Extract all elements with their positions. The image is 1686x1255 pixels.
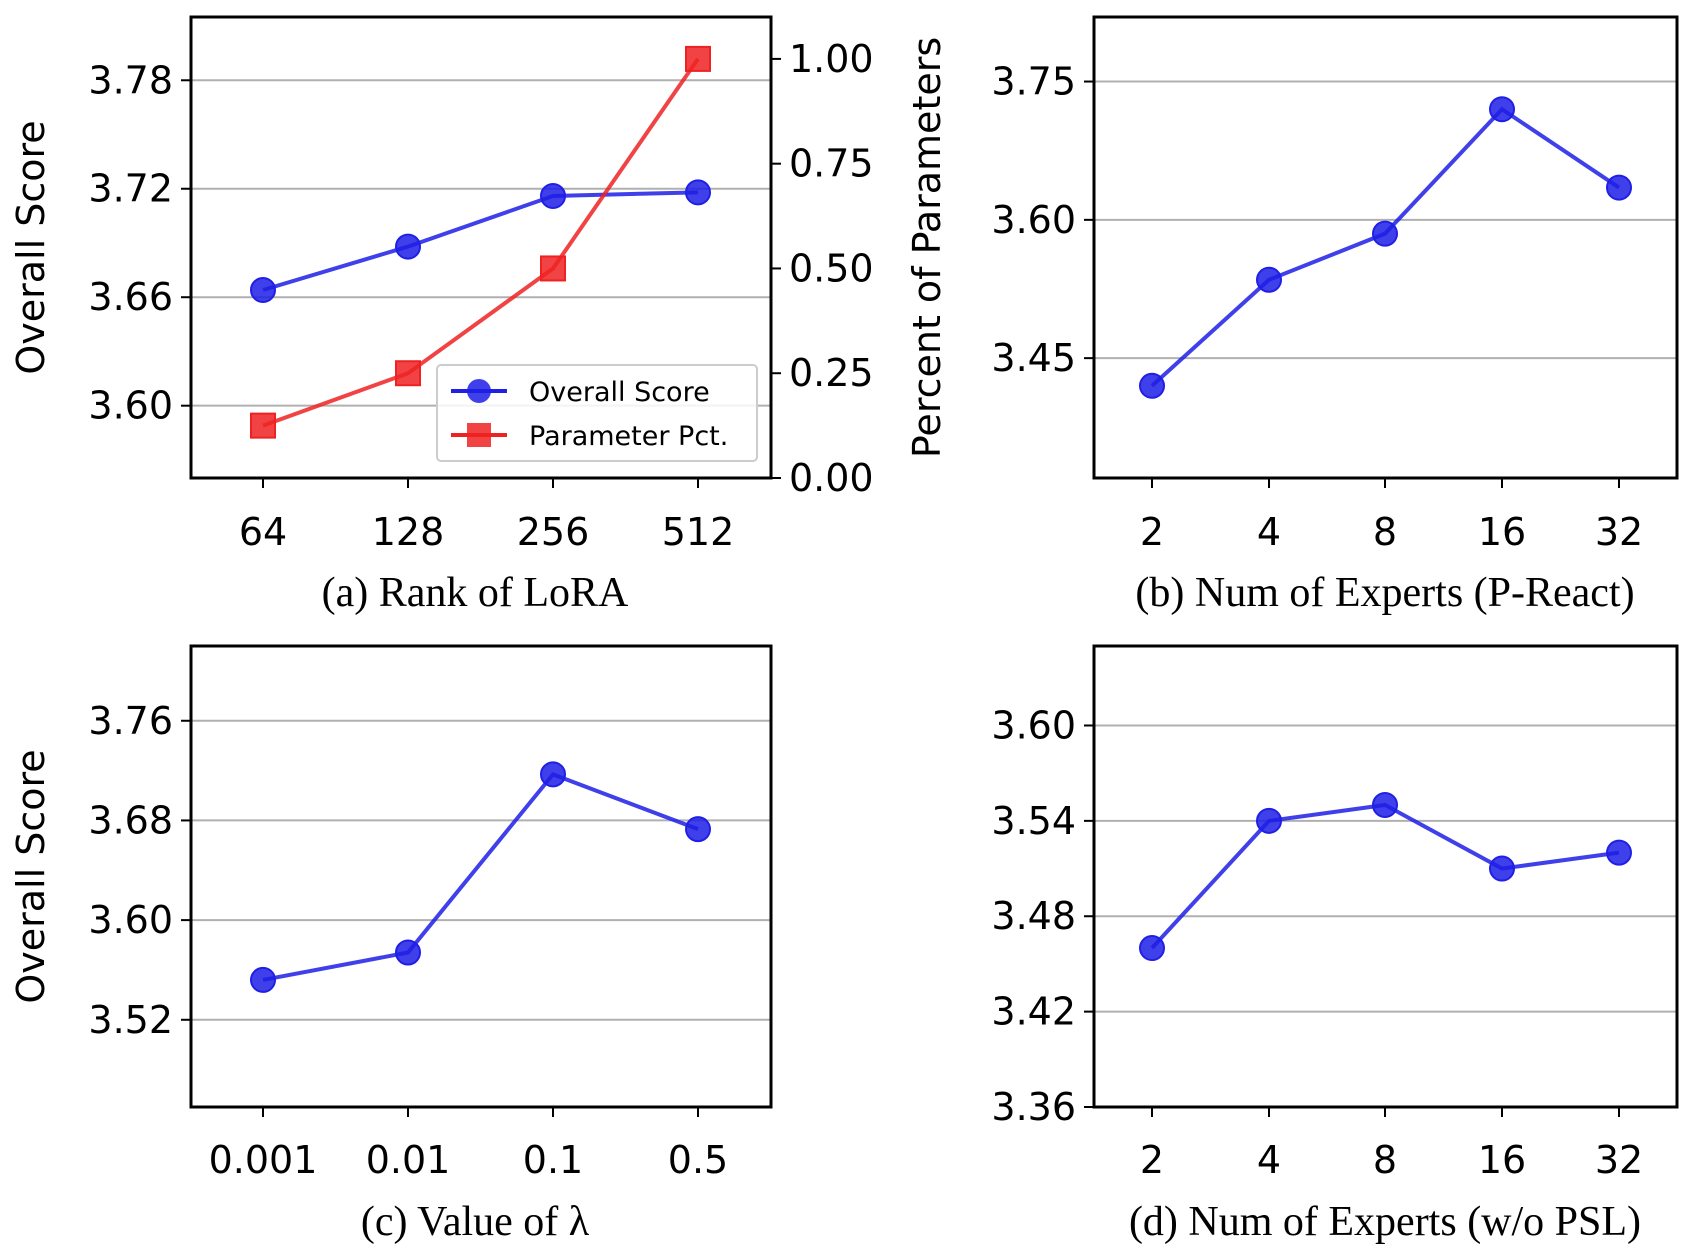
data-point (1372, 791, 1398, 818)
y2-tick-label: 0.50 (789, 246, 874, 290)
x-tick-label: 256 (517, 510, 590, 554)
y-tick-label: 3.60 (991, 198, 1076, 242)
series-line-0 (262, 190, 699, 292)
legend-box (436, 364, 758, 462)
y-tick-label: 3.66 (88, 275, 173, 319)
y-tick-label: 3.75 (991, 60, 1076, 104)
data-point (1372, 220, 1398, 247)
y-tick-label: 3.60 (88, 384, 173, 428)
data-point (395, 233, 421, 260)
y2-tick-label: 1.00 (789, 37, 874, 81)
data-point (250, 966, 276, 993)
y-tick-label: 3.54 (991, 799, 1076, 843)
data-point (685, 179, 711, 206)
legend-marker-1 (467, 423, 491, 447)
x-tick-label: 32 (1595, 510, 1643, 554)
y-tick-label: 3.45 (991, 336, 1076, 380)
chart-panel-d: 3.36 3.42 3.48 3.54 3.60 2 4 8 16 32 (d) Num of Ex… (991, 644, 1679, 1245)
y-tick-label: 3.52 (88, 998, 173, 1042)
data-point (395, 360, 421, 387)
chart-panel-c: 3.52 3.60 3.68 3.76 0.001 0.01 0.1 0.5 Overall S… (9, 644, 773, 1245)
x-tick-label: 0.01 (366, 1138, 451, 1182)
x-tick-label: 16 (1478, 510, 1526, 554)
y-tick-label: 3.48 (991, 894, 1076, 938)
caption: (a) Rank of LoRA (322, 570, 629, 616)
series-line-0 (1150, 106, 1621, 388)
data-point (250, 412, 276, 439)
data-point (1256, 266, 1282, 293)
x-tick-label: 32 (1595, 1138, 1643, 1182)
data-point (1139, 372, 1165, 399)
x-tick-label: 8 (1373, 1138, 1397, 1182)
x-tick-label: 4 (1257, 510, 1281, 554)
y-tick-label: 3.36 (991, 1085, 1076, 1129)
series-line-1 (262, 57, 700, 428)
chart-panel-a: 3.60 3.66 3.72 3.78 64 128 256 512 0.00 0.25 0.50 0… (9, 15, 949, 616)
y-tick-label: 3.42 (991, 990, 1076, 1034)
data-point (1606, 174, 1632, 201)
x-tick-label: 16 (1478, 1138, 1526, 1182)
y-tick-label: 3.60 (88, 898, 173, 942)
y-axis-label: Overall Score (9, 749, 53, 1003)
x-tick-label: 0.001 (209, 1138, 318, 1182)
series-line-0 (1150, 802, 1620, 950)
data-point (250, 276, 276, 303)
y-tick-label: 3.68 (88, 798, 173, 842)
plot-frame (189, 15, 773, 480)
legend-label-1: Parameter Pct. (529, 421, 728, 452)
caption: (c) Value of λ (361, 1199, 590, 1245)
data-point (540, 182, 566, 209)
x-tick-label: 0.5 (668, 1138, 728, 1182)
y2-tick-label: 0.00 (789, 456, 874, 500)
x-tick-label: 2 (1140, 1138, 1164, 1182)
data-point (1256, 807, 1282, 834)
y-tick-label: 3.72 (88, 167, 173, 211)
x-tick-label: 2 (1140, 510, 1164, 554)
caption: (b) Num of Experts (P-React) (1135, 570, 1634, 616)
caption: (d) Num of Experts (w/o PSL) (1129, 1199, 1641, 1245)
data-point (1139, 935, 1165, 962)
series-line-0 (262, 771, 699, 982)
x-tick-label: 8 (1373, 510, 1397, 554)
data-point (540, 761, 566, 788)
y-tick-label: 3.76 (88, 699, 173, 743)
x-tick-label: 512 (662, 510, 735, 554)
y2-tick-label: 0.25 (789, 351, 874, 395)
data-point (540, 255, 566, 282)
data-point (685, 816, 711, 843)
x-tick-label: 128 (372, 510, 445, 554)
data-point (1606, 839, 1632, 866)
data-point (1489, 96, 1515, 123)
plot-frame (1092, 644, 1679, 1109)
plot-frame (1092, 15, 1679, 480)
legend-label-0: Overall Score (529, 377, 710, 408)
x-tick-label: 0.1 (523, 1138, 583, 1182)
legend-marker-0 (467, 379, 491, 403)
x-tick-label: 4 (1257, 1138, 1281, 1182)
data-point (685, 45, 711, 72)
x-tick-label: 64 (239, 510, 287, 554)
y-tick-label: 3.60 (991, 703, 1076, 747)
plot-frame (189, 644, 773, 1109)
chart-panel-b: 3.45 3.60 3.75 2 4 8 16 32 (b) Num of Experts (P… (991, 15, 1679, 616)
data-point (395, 939, 421, 966)
y-axis-label: Overall Score (9, 120, 53, 374)
y2-axis-label: Percent of Parameters (905, 37, 949, 458)
y-tick-label: 3.78 (88, 58, 173, 102)
y2-tick-label: 0.75 (789, 142, 874, 186)
data-point (1489, 855, 1515, 882)
